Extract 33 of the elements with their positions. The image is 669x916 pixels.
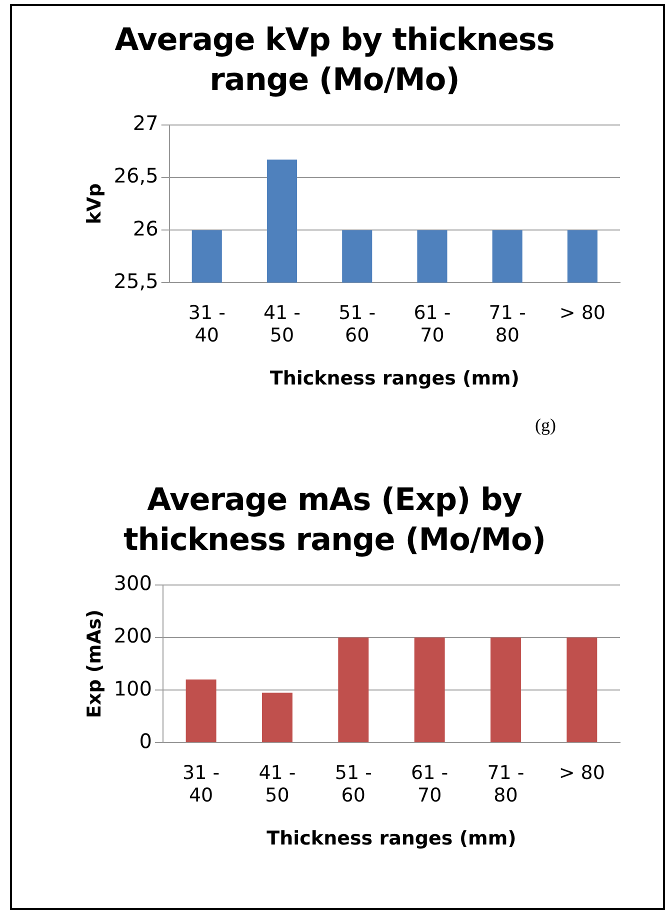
y-tick-label: 0: [139, 728, 152, 753]
chart-title: Average mAs (Exp) by thickness range (Mo/Mo): [122, 481, 547, 560]
y-tick-label: 27: [132, 111, 158, 136]
x-tick-label: > 80: [559, 302, 606, 324]
bar: [338, 638, 369, 742]
x-tick-label: 61 - 70: [411, 762, 448, 807]
text: (g): [535, 415, 556, 436]
x-tick-label: 51 - 60: [334, 762, 372, 807]
y-tick-label: 25,5: [114, 268, 158, 293]
x-tick-label: 41 - 50: [258, 762, 296, 807]
x-tick-label: 31 - 40: [188, 302, 226, 347]
y-tick-label: 26,5: [114, 164, 158, 188]
x-axis-title: Thickness ranges (mm): [270, 368, 520, 390]
y-tick-label: 300: [114, 571, 152, 596]
x-tick-label: 71 - 80: [488, 302, 526, 347]
x-tick-label: 71 - 80: [487, 762, 524, 807]
y-axis-title: kVp: [83, 183, 106, 224]
bar: [414, 638, 445, 742]
bar: [262, 692, 292, 742]
y-tick-label: 200: [114, 624, 152, 648]
bar: [186, 680, 216, 742]
x-tick-label: 61 - 70: [414, 302, 451, 347]
x-tick-label: > 80: [558, 762, 605, 784]
x-tick-label: 41 - 50: [263, 302, 301, 347]
x-axis-title: Thickness ranges (mm): [266, 828, 516, 850]
y-axis-title: Exp (mAs): [83, 609, 106, 718]
chart-title: Average kVp by thickness range (Mo/Mo): [114, 21, 556, 100]
bar: [490, 638, 521, 742]
y-tick-label: 100: [114, 676, 152, 700]
bar: [566, 638, 598, 742]
y-tick-label: 26: [132, 216, 158, 240]
x-tick-label: 31 - 40: [182, 762, 220, 807]
x-tick-label: 51 - 60: [338, 302, 376, 347]
